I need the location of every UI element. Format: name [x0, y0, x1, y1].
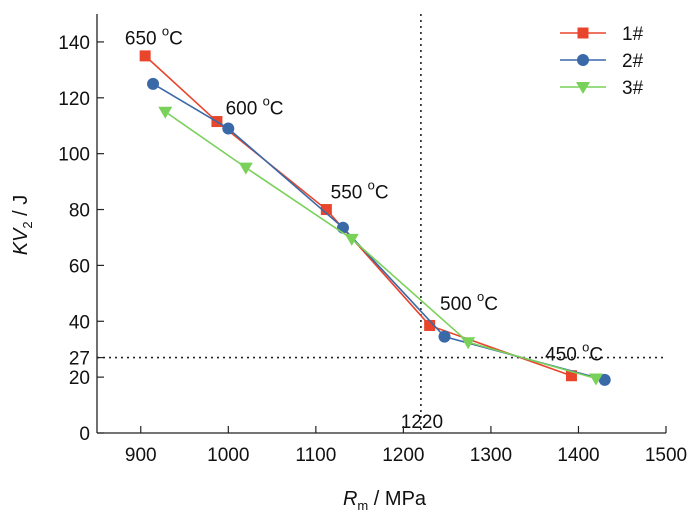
- x-tick-label: 1500: [645, 445, 687, 466]
- data-point-triangle: [576, 82, 590, 94]
- y-tick-label: 80: [69, 201, 90, 222]
- data-point-square: [139, 50, 151, 62]
- y-axis-label-unit: / J: [10, 195, 32, 222]
- x-axis-label-sub: m: [357, 498, 368, 513]
- legend-label: 3#: [622, 78, 644, 99]
- temperature-annotation: 550 oC: [331, 177, 389, 203]
- reference-line-x-label: 1220: [401, 412, 443, 433]
- x-tick-label: 1200: [382, 445, 424, 466]
- legend-label: 2#: [622, 51, 644, 72]
- data-point-triangle: [344, 233, 359, 246]
- y-tick-label: 100: [58, 145, 90, 166]
- data-point-circle: [147, 77, 160, 90]
- data-point-triangle: [588, 373, 603, 386]
- annotations: 650 oC 600 oC 550 oC 500 oC 450 oC: [125, 24, 603, 366]
- temperature-annotation: 450 oC: [545, 339, 603, 365]
- series: [139, 50, 611, 386]
- x-axis-label: Rm / MPa: [343, 488, 427, 513]
- reference-lines: 1220: [97, 14, 666, 433]
- y-axis-label-sub: 2: [20, 221, 35, 228]
- y-tick-label: 0: [79, 424, 90, 445]
- axes: [96, 14, 666, 434]
- data-point-square: [577, 27, 589, 39]
- legend-item-1: 1#: [560, 24, 644, 45]
- y-axis-label-main: KV: [10, 227, 32, 255]
- data-point-circle: [438, 330, 451, 343]
- y-axis-label: KV2 / J: [10, 195, 35, 256]
- x-tick-label: 1400: [557, 445, 599, 466]
- series-line: [164, 111, 597, 380]
- series-line: [152, 83, 605, 381]
- legend-label: 1#: [622, 24, 644, 45]
- data-point-square: [424, 319, 436, 331]
- y-tick-label: 120: [58, 89, 90, 110]
- data-point-square: [320, 204, 332, 216]
- x-axis-label-main: R: [343, 488, 357, 510]
- y-tick-label: 40: [69, 312, 90, 333]
- x-tick-label: 1000: [207, 445, 249, 466]
- series-1: [139, 50, 577, 382]
- data-point-circle: [577, 54, 589, 66]
- x-tick-label: 900: [125, 445, 157, 466]
- legend-item-3: 3#: [560, 78, 644, 99]
- temperature-annotation: 650 oC: [125, 24, 183, 50]
- x-tick-label: 1100: [295, 445, 336, 466]
- series-line: [144, 55, 572, 377]
- data-point-circle: [336, 221, 349, 234]
- data-point-triangle: [461, 337, 476, 350]
- y-tick-label: 20: [69, 368, 90, 389]
- legend-item-2: 2#: [560, 51, 644, 72]
- temperature-annotation: 500 oC: [440, 289, 498, 315]
- x-tick-label: 1300: [470, 445, 512, 466]
- temperature-annotation: 600 oC: [226, 94, 284, 120]
- data-point-square: [565, 370, 577, 382]
- x-axis-label-unit: / MPa: [368, 488, 427, 510]
- legend: 1# 2# 3#: [560, 24, 644, 99]
- series-3: [158, 106, 603, 386]
- data-point-triangle: [238, 162, 253, 175]
- data-point-circle: [598, 373, 611, 386]
- data-point-circle: [222, 122, 235, 135]
- y-tick-label: 60: [69, 256, 90, 277]
- y-tick-label: 140: [58, 33, 90, 54]
- data-point-triangle: [158, 106, 173, 119]
- y-tick-label: 27: [69, 349, 90, 370]
